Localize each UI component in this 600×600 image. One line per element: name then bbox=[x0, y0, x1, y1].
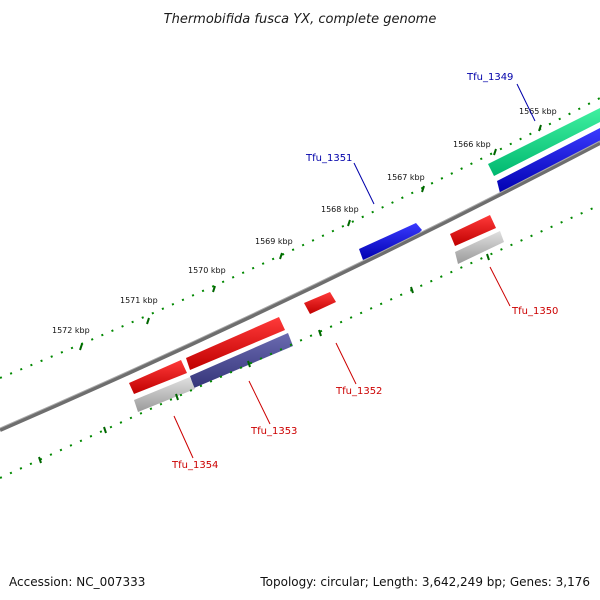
gene-label-tfu-1353[interactable]: Tfu_1353 bbox=[250, 426, 297, 437]
tick-label-1571: 1571 kbp bbox=[120, 296, 158, 305]
gene-tfu-1353-gc-feature bbox=[190, 333, 293, 388]
gene-tfu-1351-feature[interactable] bbox=[359, 223, 422, 260]
gene-label-tfu-1354[interactable]: Tfu_1354 bbox=[171, 460, 218, 471]
gene-labels: Tfu_1349 Tfu_1350 Tfu_1351 Tfu_1352 Tfu_… bbox=[171, 72, 558, 471]
tick-labels: 1565 kbp 1566 kbp 1567 kbp 1568 kbp 1569… bbox=[52, 107, 557, 335]
gene-label-tfu-1350[interactable]: Tfu_1350 bbox=[511, 306, 558, 317]
gene-tfu-1354-rrna-feature bbox=[134, 377, 195, 412]
gene-tfu-1349-feature[interactable] bbox=[497, 128, 600, 193]
tick-label-1565: 1565 kbp bbox=[519, 107, 557, 116]
tick-label-1568: 1568 kbp bbox=[321, 205, 359, 214]
gene-tfu-1353-feature[interactable] bbox=[186, 317, 285, 370]
inner-tick-ring bbox=[0, 204, 600, 479]
genome-summary-text: Topology: circular; Length: 3,642,249 bp… bbox=[259, 575, 590, 589]
tick-label-1570: 1570 kbp bbox=[188, 266, 226, 275]
tick-label-1572: 1572 kbp bbox=[52, 326, 90, 335]
accession-text: Accession: NC_007333 bbox=[9, 575, 145, 589]
label-leaders bbox=[173, 83, 536, 459]
genome-backbone-highlight bbox=[0, 140, 600, 429]
inner-major-ticks bbox=[38, 253, 490, 464]
gene-label-tfu-1352[interactable]: Tfu_1352 bbox=[335, 386, 382, 397]
outer-tick-ring bbox=[0, 97, 600, 379]
gene-tfu-1354-feature[interactable] bbox=[129, 360, 187, 394]
genome-backbone bbox=[0, 141, 600, 432]
gene-label-tfu-1349[interactable]: Tfu_1349 bbox=[466, 72, 513, 83]
tick-label-1569: 1569 kbp bbox=[255, 237, 293, 246]
gene-tfu-1350-feature[interactable] bbox=[450, 215, 496, 246]
tick-label-1566: 1566 kbp bbox=[453, 140, 491, 149]
orf-track-feature bbox=[488, 108, 600, 176]
gene-label-tfu-1351[interactable]: Tfu_1351 bbox=[305, 153, 352, 164]
gene-tfu-1352-feature[interactable] bbox=[304, 292, 336, 314]
gene-tfu-1350-rrna-feature bbox=[455, 231, 504, 264]
outer-major-ticks bbox=[79, 124, 542, 351]
map-title: Thermobifida fusca YX, complete genome bbox=[164, 12, 437, 27]
tick-label-1567: 1567 kbp bbox=[387, 173, 425, 182]
